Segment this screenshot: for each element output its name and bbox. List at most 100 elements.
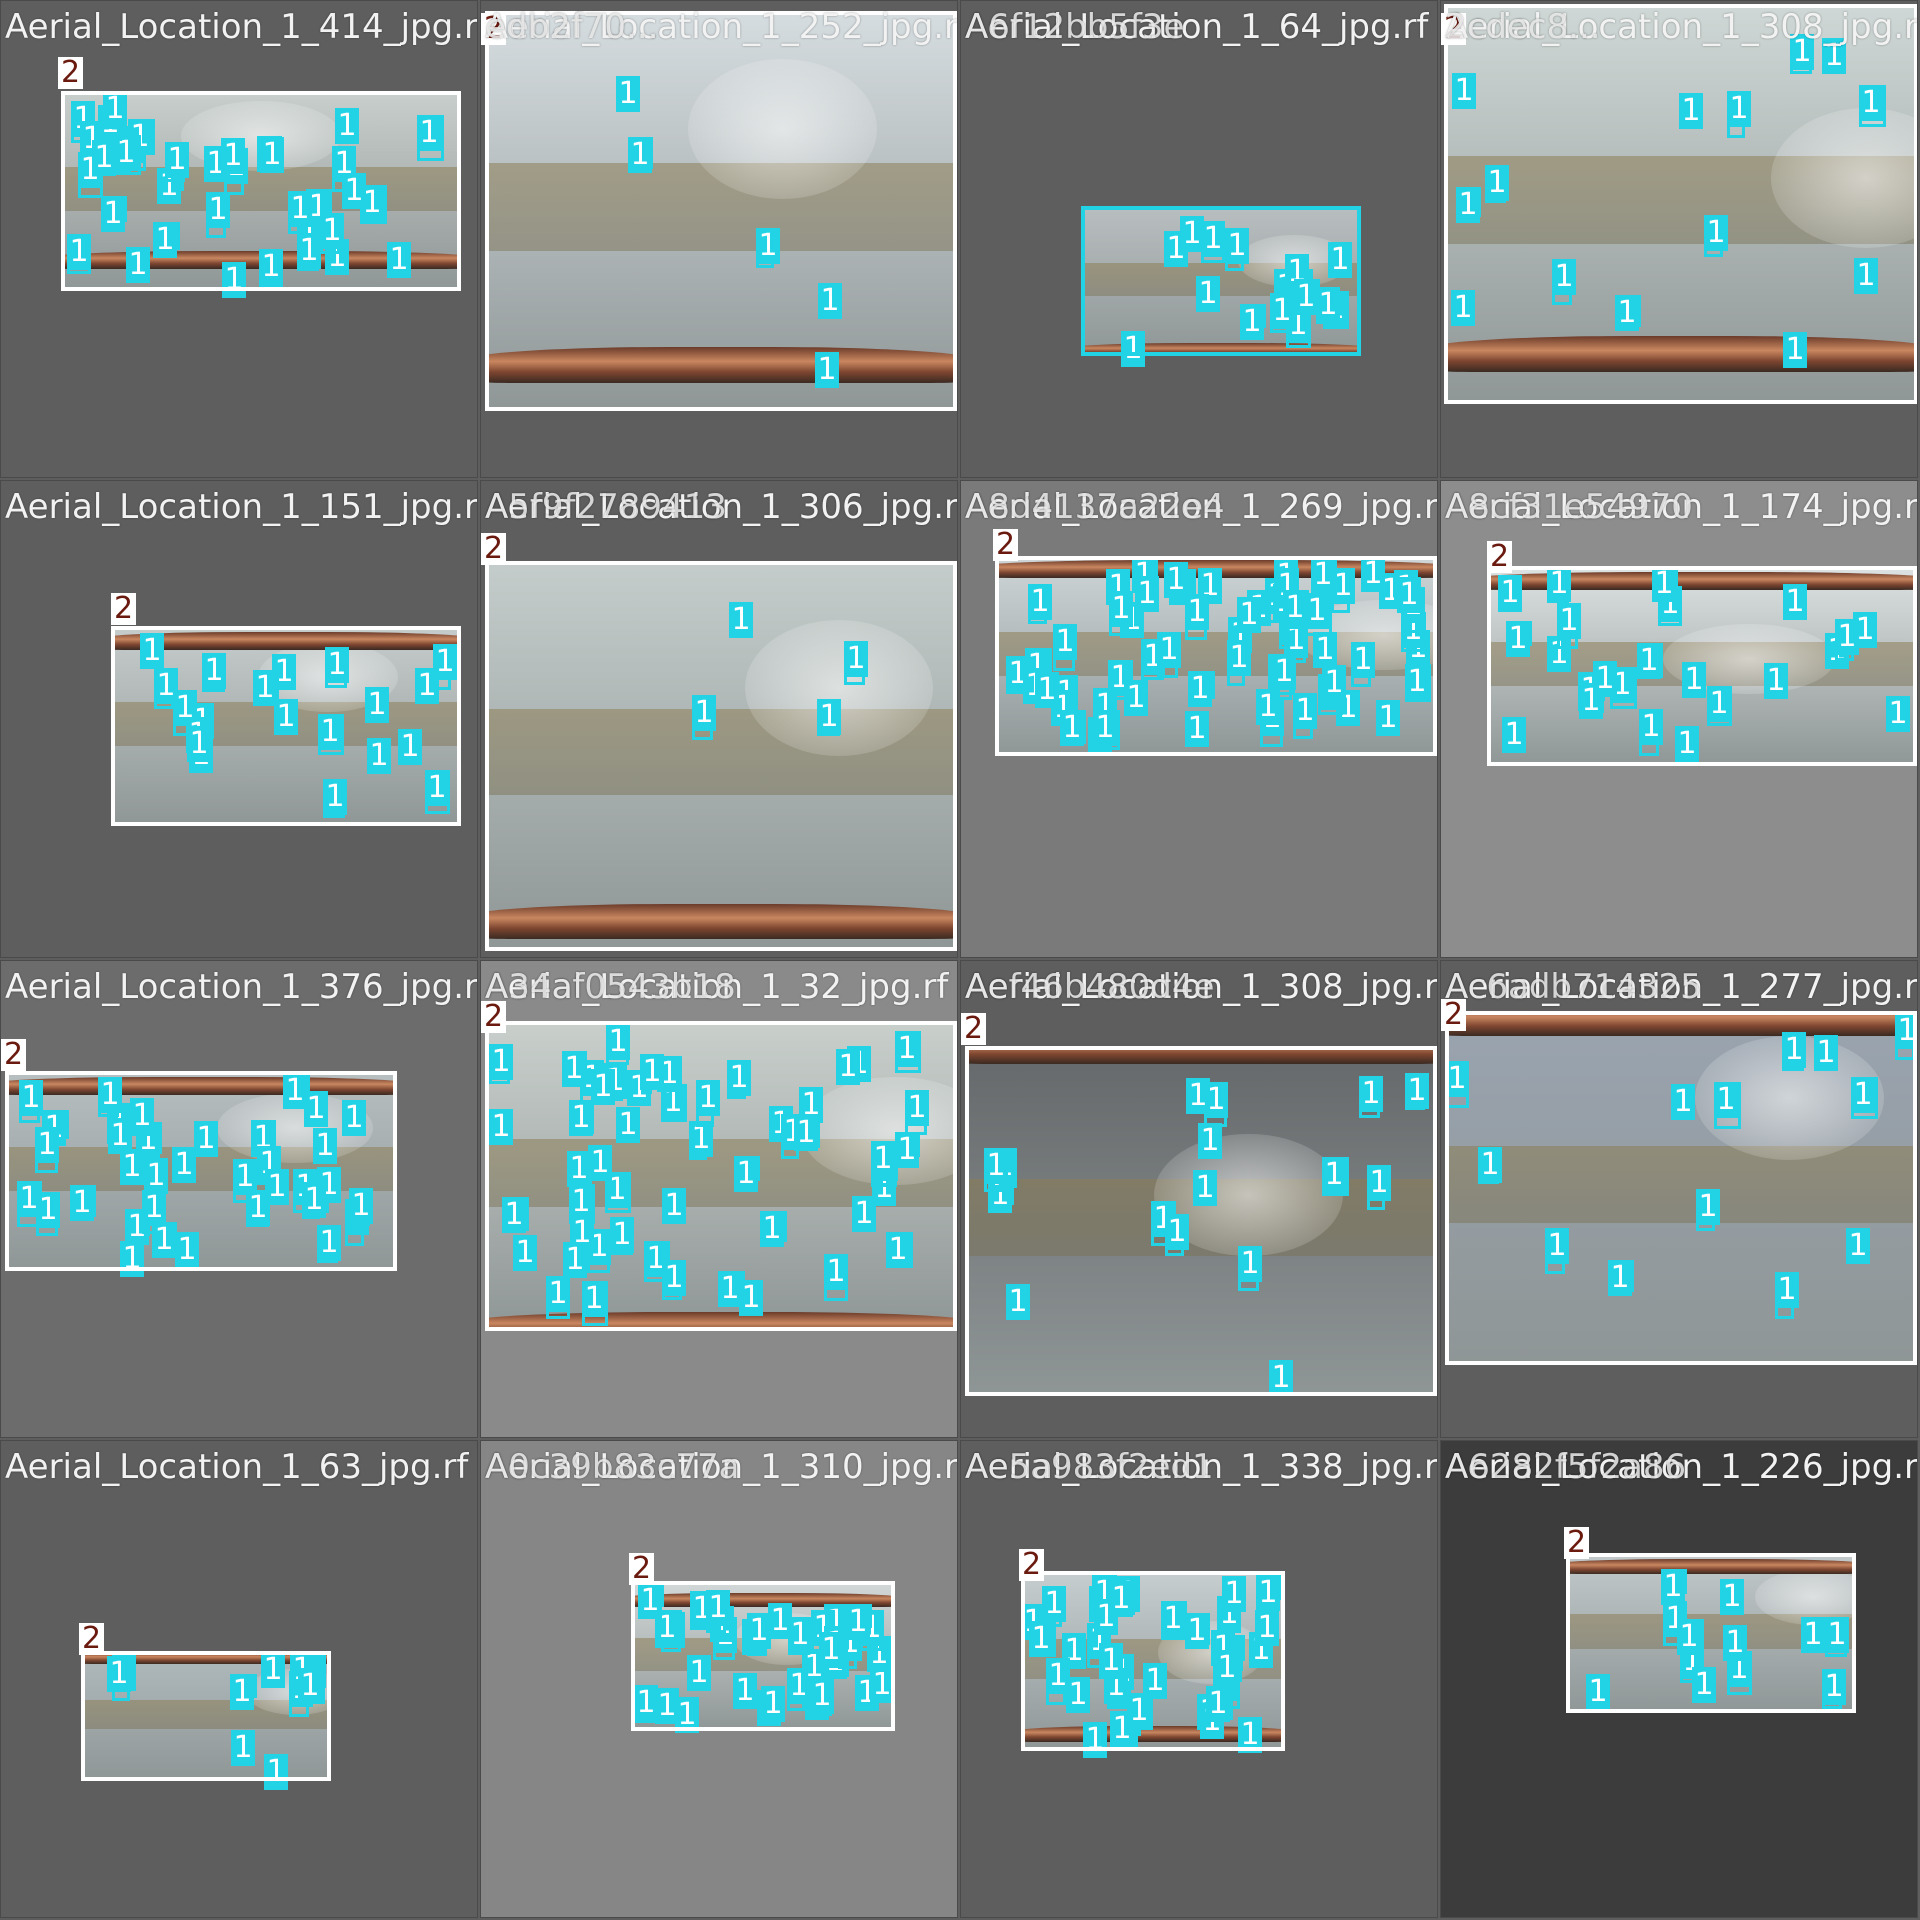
overlapping-id-text: Ac6adb714325 bbox=[1445, 967, 1702, 1007]
class-1-tag: 1 bbox=[194, 1121, 218, 1157]
class-1-tag: 1 bbox=[817, 699, 841, 735]
class-1-tag: 1 bbox=[662, 1260, 686, 1296]
detection-box: 1 bbox=[1313, 632, 1337, 668]
class-2-tag: 2 bbox=[1441, 999, 1467, 1031]
class-1-tag: 1 bbox=[1272, 654, 1296, 690]
class-1-tag: 1 bbox=[172, 1147, 196, 1183]
class-1-tag: 1 bbox=[1696, 1189, 1720, 1225]
class-1-tag: 1 bbox=[206, 192, 230, 228]
class-1-tag: 1 bbox=[1615, 295, 1639, 331]
detection-box: 1 bbox=[153, 222, 180, 258]
class-1-tag: 1 bbox=[546, 1276, 570, 1312]
detection-box: 1 bbox=[546, 1276, 570, 1319]
detection-box: 1 bbox=[1293, 693, 1317, 739]
detection-box: 1 bbox=[687, 1655, 711, 1691]
class-1-tag: 1 bbox=[318, 714, 342, 750]
detection-box: 1 bbox=[1110, 1711, 1134, 1747]
class-1-tag: 1 bbox=[154, 668, 178, 704]
class-1-tag: 1 bbox=[1456, 187, 1480, 223]
detection-box: 1 bbox=[1035, 672, 1059, 708]
detection-box: 1 bbox=[1060, 710, 1086, 746]
detection-box: 1 bbox=[1652, 566, 1678, 602]
detection-box: 1 bbox=[768, 1603, 792, 1639]
class-1-tag: 1 bbox=[1255, 1610, 1279, 1646]
detection-box: 1 bbox=[387, 242, 411, 278]
detection-box: 1 bbox=[1692, 1667, 1716, 1703]
class-1-tag: 1 bbox=[1060, 710, 1084, 746]
detection-box: 1 bbox=[318, 714, 344, 755]
detection-box: 1 bbox=[433, 644, 457, 690]
detection-box: 1 bbox=[1801, 1617, 1825, 1653]
class-1-tag: 1 bbox=[818, 283, 842, 319]
class-1-tag: 1 bbox=[1801, 1617, 1825, 1653]
class-1-tag: 1 bbox=[1652, 566, 1676, 602]
tile-3: 1111111111111111Aerial_Location_1_64_jpg… bbox=[960, 0, 1438, 478]
detection-box: 1 bbox=[870, 1667, 894, 1703]
class-1-tag: 1 bbox=[120, 1149, 144, 1185]
detection-box: 1 bbox=[1093, 710, 1120, 750]
detection-box: 1 bbox=[836, 1049, 860, 1085]
detection-box: 1 bbox=[1161, 1601, 1187, 1640]
class-1-tag: 1 bbox=[367, 738, 391, 774]
class-1-tag: 1 bbox=[1682, 662, 1706, 698]
class-1-tag: 1 bbox=[342, 173, 366, 209]
class-1-tag: 1 bbox=[1783, 332, 1807, 368]
detection-box: 1 bbox=[662, 1188, 686, 1224]
filename-text: Aerial_Location_1_306_jpg.r bbox=[485, 487, 958, 527]
detection-box: 1 bbox=[692, 695, 716, 740]
boat-rail bbox=[485, 904, 957, 940]
detection-box: 1 bbox=[144, 1158, 168, 1194]
class-1-tag: 1 bbox=[1185, 1613, 1209, 1649]
detection-box: 1 bbox=[1707, 686, 1732, 726]
tile-15: 1111111111111111111111111111111111112Aer… bbox=[960, 1440, 1438, 1918]
sky-reflection bbox=[1771, 108, 1917, 248]
class-1-tag: 1 bbox=[265, 1169, 289, 1205]
class-2-tag: 2 bbox=[1019, 1549, 1045, 1581]
class-1-tag: 1 bbox=[1121, 331, 1145, 367]
detection-box: 1 bbox=[1593, 661, 1617, 697]
class-1-tag: 1 bbox=[1825, 1617, 1849, 1653]
detection-box: 1 bbox=[1256, 689, 1280, 725]
class-1-tag: 1 bbox=[231, 1730, 255, 1766]
class-2-tag: 2 bbox=[993, 529, 1019, 561]
detection-box: 1 bbox=[1109, 591, 1133, 636]
tile-14: 11111111111111111111111111111111112Aeria… bbox=[480, 1440, 958, 1918]
detection-box: 1 bbox=[1367, 1165, 1391, 1210]
class-1-tag: 1 bbox=[1186, 1078, 1210, 1114]
detection-box: 1 bbox=[1165, 1214, 1189, 1256]
class-1-tag: 1 bbox=[1215, 1650, 1239, 1686]
class-1-tag: 1 bbox=[562, 1051, 586, 1087]
class-1-tag: 1 bbox=[1478, 1147, 1502, 1183]
sky-reflection bbox=[1754, 1569, 1856, 1625]
boat-rail bbox=[1566, 1559, 1856, 1574]
class-1-tag: 1 bbox=[320, 213, 344, 249]
detection-box: 1 bbox=[634, 1685, 658, 1723]
class-1-tag: 1 bbox=[304, 1091, 328, 1127]
class-1-tag: 1 bbox=[1367, 1165, 1391, 1201]
detection-box: 1 bbox=[1238, 1717, 1262, 1753]
class-1-tag: 1 bbox=[1035, 672, 1059, 708]
aerial-photo bbox=[1566, 1553, 1856, 1713]
detection-box: 1 bbox=[206, 192, 230, 238]
filename-text: Aerial_Location_1_414_jpg.r bbox=[5, 7, 478, 47]
detection-box: 1 bbox=[1006, 1284, 1030, 1320]
detection-box: 1 bbox=[233, 1159, 257, 1203]
detection-box: 1 bbox=[230, 1674, 257, 1710]
class-1-tag: 1 bbox=[415, 668, 439, 704]
sky-reflection bbox=[687, 59, 877, 199]
detection-box: 1 bbox=[1083, 1722, 1107, 1758]
class-1-tag: 1 bbox=[1405, 664, 1429, 700]
detection-box: 1 bbox=[871, 1141, 897, 1187]
detection-box: 1 bbox=[1822, 38, 1846, 74]
detection-box: 1 bbox=[152, 1222, 177, 1258]
detection-box: 1 bbox=[616, 1107, 640, 1143]
detection-box: 1 bbox=[1775, 1272, 1799, 1319]
overlapping-id-text: A0c39b83c77a bbox=[485, 1447, 740, 1487]
class-1-tag: 1 bbox=[1124, 680, 1148, 716]
class-2-tag: 2 bbox=[481, 13, 507, 45]
detection-box: 1 bbox=[733, 1673, 757, 1709]
detection-box: 1 bbox=[1783, 584, 1807, 620]
class-1-tag: 1 bbox=[1639, 709, 1663, 745]
detection-box: 1 bbox=[895, 1031, 921, 1073]
detection-box: 1 bbox=[1305, 593, 1332, 636]
